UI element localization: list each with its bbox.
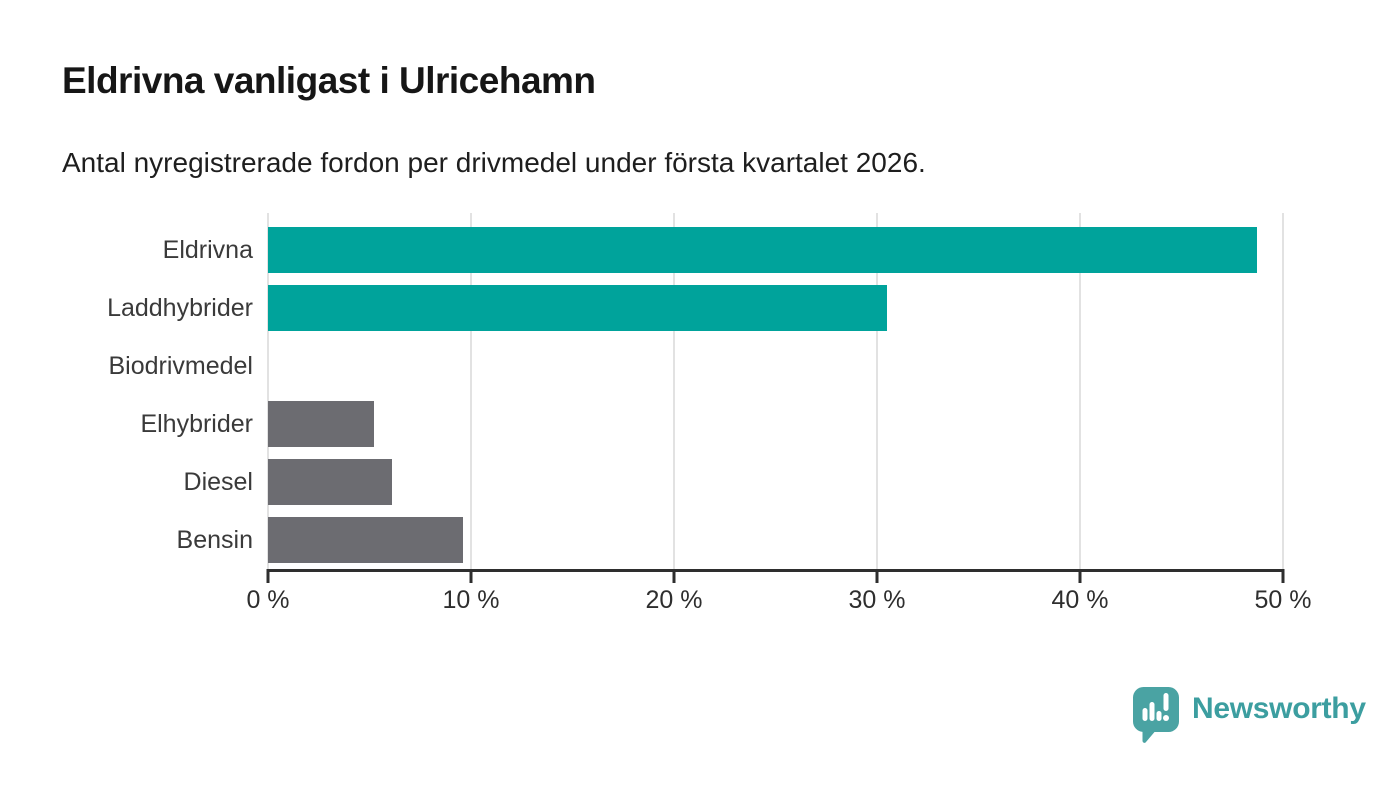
logo-bar-chart-glyph <box>1142 693 1169 721</box>
bar-diesel <box>268 459 392 505</box>
gridline-10 <box>470 213 472 569</box>
x-tick-label-20: 20 % <box>645 586 703 614</box>
x-tick-label-0: 0 % <box>246 586 290 614</box>
x-tick-50 <box>1281 569 1285 583</box>
bar-elhybrider <box>268 401 374 447</box>
plot-area: 0 % 10 % 20 % 30 % 40 % 50 % <box>246 213 1311 614</box>
x-tick-10 <box>469 569 473 583</box>
chart-title: Eldrivna vanligast i Ulricehamn <box>62 60 596 101</box>
category-label-eldrivna: Eldrivna <box>162 235 253 264</box>
logo-text: Newsworthy <box>1192 692 1366 725</box>
x-tick-20 <box>672 569 676 583</box>
x-tick-label-40: 40 % <box>1051 586 1109 614</box>
category-label-biodrivmedel: Biodrivmedel <box>108 351 253 380</box>
x-tick-40 <box>1078 569 1082 583</box>
gridline-0 <box>267 213 269 569</box>
x-tick-30 <box>875 569 879 583</box>
bar-eldrivna <box>268 227 1257 273</box>
bar-bensin <box>268 517 463 563</box>
gridline-30 <box>876 213 878 569</box>
gridline-50 <box>1282 213 1284 569</box>
category-label-diesel: Diesel <box>183 467 253 496</box>
category-label-bensin: Bensin <box>176 525 253 554</box>
logo-bubble-shape <box>1133 687 1179 743</box>
gridline-40 <box>1079 213 1081 569</box>
category-label-elhybrider: Elhybrider <box>140 409 253 438</box>
x-tick-label-10: 10 % <box>442 586 500 614</box>
x-tick-label-30: 30 % <box>848 586 906 614</box>
newsworthy-bubble-chart-icon <box>1133 687 1179 743</box>
x-tick-label-50: 50 % <box>1254 586 1312 614</box>
bar-laddhybrider <box>268 285 888 331</box>
category-label-laddhybrider: Laddhybrider <box>107 293 253 322</box>
gridline-20 <box>673 213 675 569</box>
newsworthy-logo: Newsworthy <box>1132 686 1366 744</box>
x-tick-0 <box>266 569 270 583</box>
chart-subtitle: Antal nyregistrerade fordon per drivmede… <box>62 147 926 178</box>
